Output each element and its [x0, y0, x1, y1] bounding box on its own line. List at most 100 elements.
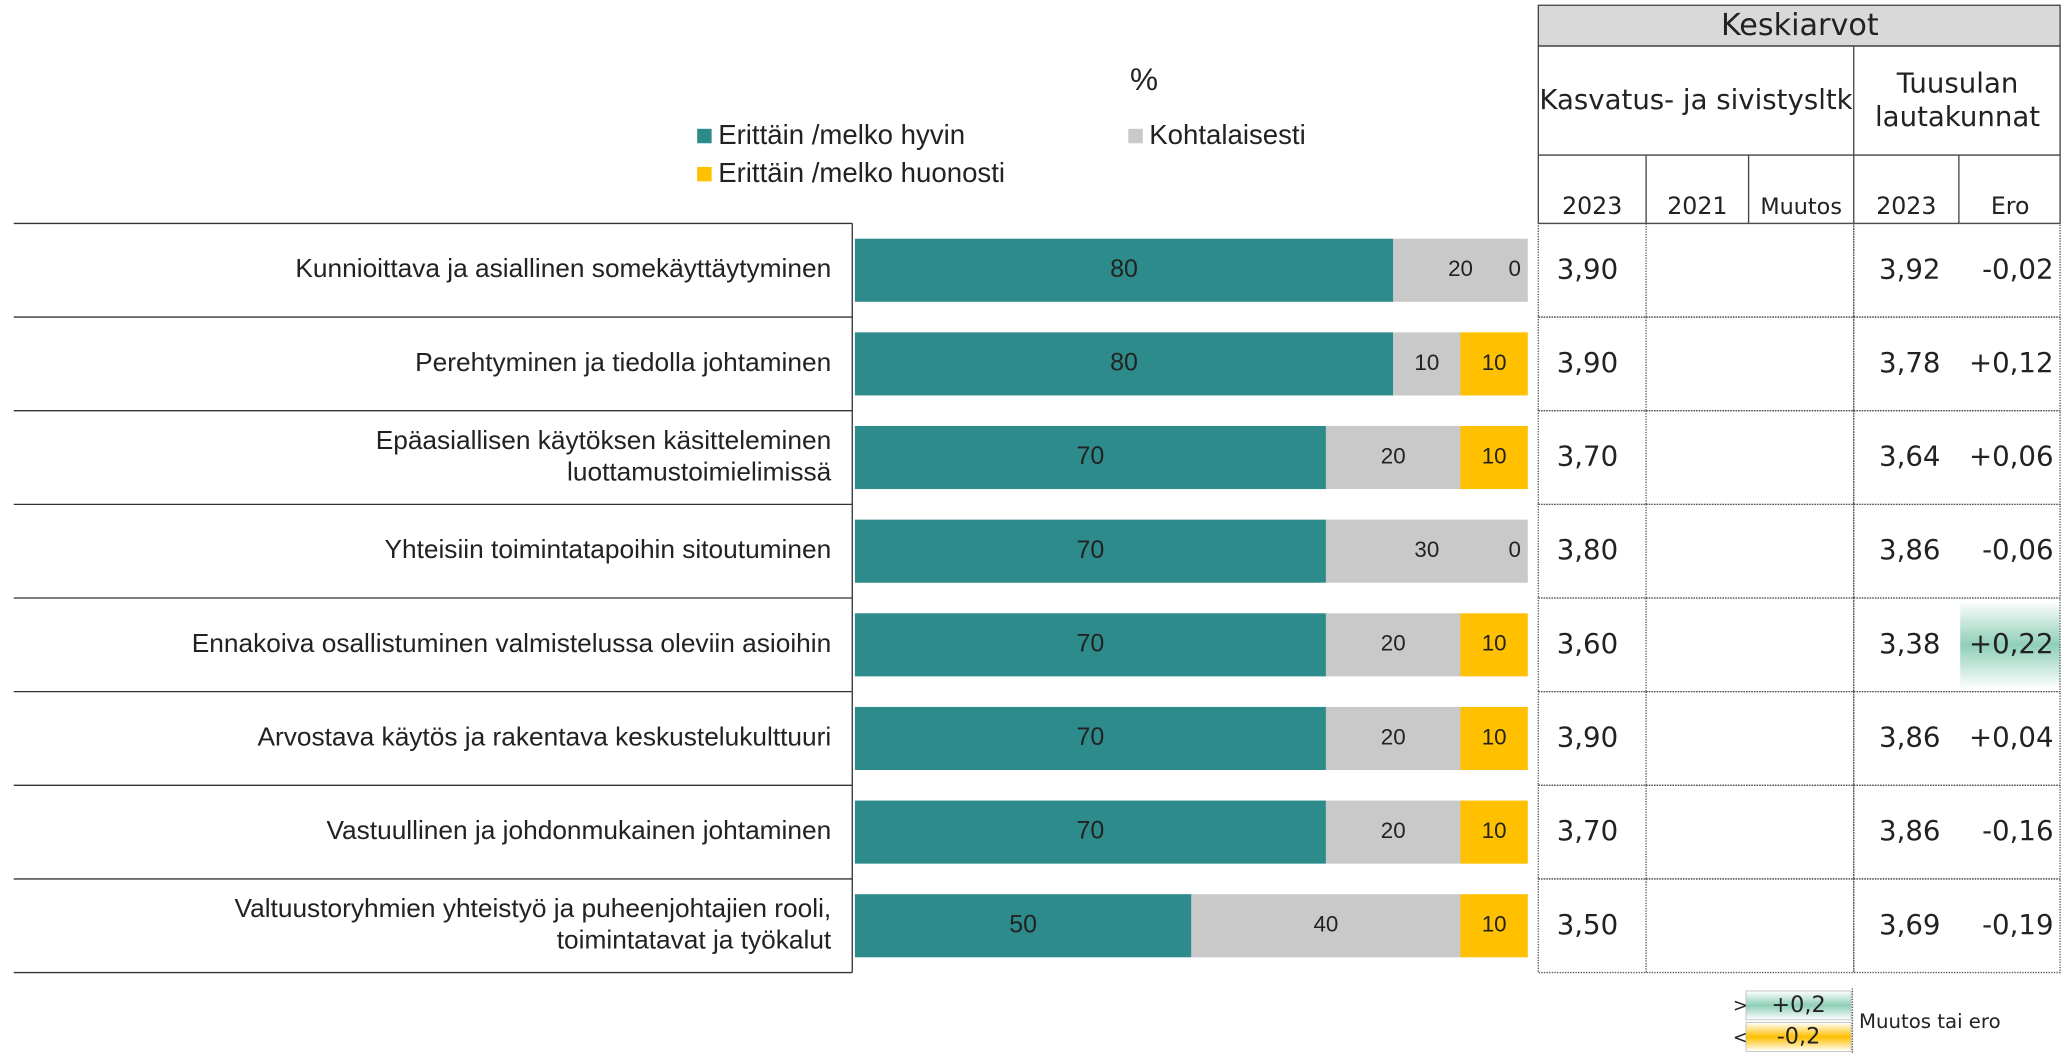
group-header: Kasvatus- ja sivistysltk — [1539, 83, 1852, 116]
bar-segment — [1393, 332, 1461, 396]
bar-segment — [1325, 613, 1461, 677]
table-cell — [1537, 410, 1855, 506]
bar-segment — [854, 894, 1192, 958]
category-label: Kunnioittava ja asiallinen somekäyttäyty… — [295, 253, 831, 283]
legend-label: -0,2 — [1777, 1023, 1821, 1049]
value-label: 10 — [1414, 350, 1439, 375]
cell-value: +0,06 — [1969, 440, 2054, 473]
table-cell — [1853, 878, 2061, 974]
group-header: Tuusulan lautakunnat — [1875, 67, 2040, 133]
value-label: 0 — [1508, 256, 1520, 281]
cell-value: 3,60 — [1557, 627, 1618, 660]
legend-label: Erittäin /melko huonosti — [718, 157, 1005, 188]
legend-sign: > — [1733, 996, 1748, 1017]
chart-title: % — [1130, 61, 1158, 97]
cell-value: 3,50 — [1557, 908, 1618, 941]
bar-segment — [854, 332, 1394, 396]
value-label: 70 — [1077, 817, 1105, 845]
category-label: Arvostava käytös ja rakentava keskustelu… — [257, 721, 831, 751]
bar-segment — [1393, 238, 1528, 302]
column-header: Ero — [1991, 192, 2030, 220]
legend-swatch — [1128, 128, 1143, 144]
legend-swatch — [1745, 1022, 1852, 1052]
column-header: 2023 — [1876, 192, 1936, 220]
bar-segment — [1191, 894, 1461, 958]
bar-segment — [854, 800, 1326, 864]
cell-value: -0,02 — [1982, 252, 2053, 285]
legend-label: +0,2 — [1771, 992, 1825, 1018]
value-label: 20 — [1381, 631, 1406, 656]
column-header: Muutos — [1760, 194, 1842, 220]
cell-value: 3,90 — [1557, 720, 1618, 753]
highlight-cell — [1960, 600, 2061, 690]
table-title: Keskiarvot — [1721, 8, 1879, 43]
cell-value: 3,86 — [1879, 533, 1940, 566]
cell-value: 3,86 — [1879, 814, 1940, 847]
value-label: 10 — [1482, 350, 1507, 375]
value-label: 50 — [1009, 910, 1037, 938]
value-label: 80 — [1110, 348, 1138, 376]
value-label: 10 — [1482, 818, 1507, 843]
value-label: 70 — [1077, 629, 1105, 657]
cell-value: +0,22 — [1969, 627, 2054, 660]
cell-value: -0,19 — [1982, 908, 2053, 941]
cell-value: 3,70 — [1557, 814, 1618, 847]
table-cell — [1537, 784, 1855, 880]
value-label: 20 — [1448, 256, 1473, 281]
cell-value: 3,90 — [1557, 346, 1618, 379]
bar-segment — [1325, 425, 1461, 490]
value-label: 70 — [1077, 536, 1105, 564]
value-label: 70 — [1077, 723, 1105, 751]
bar-segment — [854, 425, 1326, 490]
cell-value: 3,78 — [1879, 346, 1940, 379]
column-header: 2023 — [1562, 192, 1622, 220]
table-cell — [1537, 503, 1855, 599]
cell-value: -0,06 — [1982, 533, 2053, 566]
cell-value: 3,92 — [1879, 252, 1940, 285]
cell-value: 3,64 — [1879, 440, 1940, 473]
cell-value: 3,38 — [1879, 627, 1940, 660]
cell-value: 3,70 — [1557, 440, 1618, 473]
bar-segment — [854, 519, 1326, 583]
value-label: 20 — [1381, 818, 1406, 843]
cell-value: +0,04 — [1969, 720, 2054, 753]
bar-segment — [1460, 425, 1528, 490]
value-label: 40 — [1314, 912, 1339, 937]
bar-segment — [1460, 332, 1528, 396]
legend-sign: < — [1733, 1027, 1748, 1048]
column-header: 2021 — [1667, 192, 1727, 220]
bar-segment — [854, 613, 1326, 677]
table-header-bg — [1537, 4, 2061, 47]
category-label: Vastuullinen ja johdonmukainen johtamine… — [326, 815, 831, 845]
value-label: 10 — [1482, 724, 1507, 749]
bar-segment — [1460, 613, 1528, 677]
value-label: 20 — [1381, 724, 1406, 749]
category-label: Ennakoiva osallistuminen valmistelussa o… — [192, 628, 831, 658]
value-label: 10 — [1482, 912, 1507, 937]
value-label: 70 — [1077, 442, 1105, 470]
value-label: 10 — [1482, 443, 1507, 468]
bar-segment — [1460, 894, 1528, 958]
cell-value: 3,90 — [1557, 252, 1618, 285]
cell-value: 3,69 — [1879, 908, 1940, 941]
table-cell — [1537, 597, 1855, 693]
value-label: 20 — [1381, 443, 1406, 468]
category-label: Yhteisiin toimintatapoihin sitoutuminen — [384, 534, 831, 564]
cell-value: -0,16 — [1982, 814, 2053, 847]
bar-segment — [854, 706, 1326, 771]
table-cell — [1537, 878, 1855, 974]
table-cell — [1537, 316, 1855, 412]
cell-value: +0,12 — [1969, 346, 2054, 379]
category-label: Perehtyminen ja tiedolla johtaminen — [415, 347, 831, 377]
legend-note: Muutos tai ero — [1859, 1010, 2001, 1033]
bar-segment — [1460, 706, 1528, 771]
category-label: Valtuustoryhmien yhteistyö ja puheenjoht… — [235, 893, 832, 955]
legend-label: Erittäin /melko hyvin — [718, 119, 965, 150]
legend-swatch — [1745, 990, 1852, 1021]
value-label: 10 — [1482, 631, 1507, 656]
table: Keskiarvot 3,90 3,92 -0,02 3,90 3,78 +0,12 3,7… — [1537, 4, 2061, 1055]
legend-swatch — [697, 128, 712, 144]
bar-segment — [1325, 706, 1461, 771]
